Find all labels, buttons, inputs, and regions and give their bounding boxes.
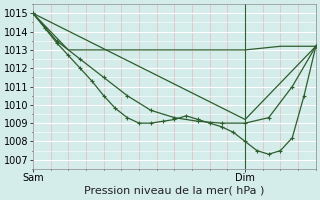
X-axis label: Pression niveau de la mer( hPa ): Pression niveau de la mer( hPa )	[84, 186, 265, 196]
